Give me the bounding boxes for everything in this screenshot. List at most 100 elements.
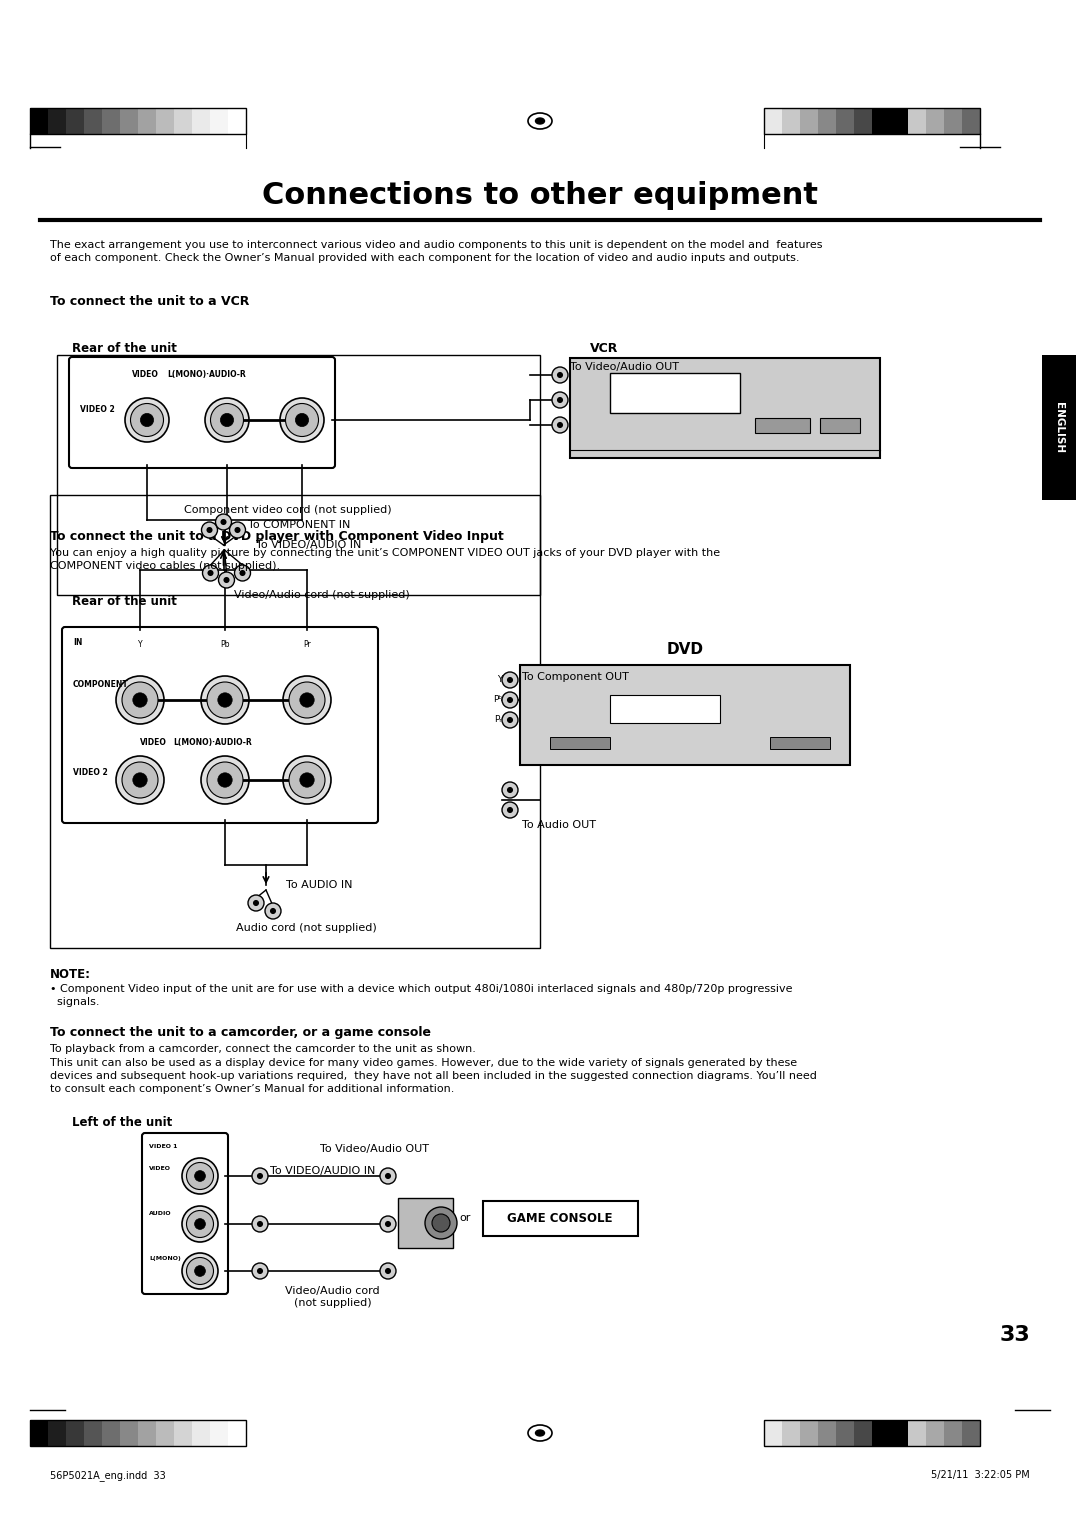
Circle shape (122, 762, 158, 798)
Bar (399, 1198, 453, 1248)
Text: NOTE:: NOTE: (50, 969, 91, 981)
Bar (66, 1420, 84, 1445)
Bar (570, 358, 880, 458)
Circle shape (218, 773, 232, 787)
Bar (764, 1420, 782, 1445)
Bar (48, 108, 66, 134)
Bar (818, 1420, 836, 1445)
Bar (908, 1420, 926, 1445)
Text: To Video/Audio OUT: To Video/Audio OUT (320, 1144, 429, 1154)
Text: Pᵇ: Pᵇ (492, 695, 502, 704)
FancyBboxPatch shape (62, 626, 378, 824)
Bar (138, 1420, 156, 1445)
Circle shape (220, 414, 233, 426)
Circle shape (133, 773, 147, 787)
Text: VCR: VCR (590, 342, 619, 354)
Ellipse shape (536, 1430, 544, 1436)
Circle shape (280, 397, 324, 442)
Circle shape (502, 672, 518, 688)
Circle shape (557, 397, 563, 403)
Bar (962, 1420, 980, 1445)
Bar (836, 108, 854, 134)
Bar (120, 108, 138, 134)
Circle shape (140, 414, 153, 426)
Text: or: or (459, 1213, 471, 1222)
Circle shape (283, 756, 330, 804)
Circle shape (125, 397, 168, 442)
Text: 5/21/11  3:22:05 PM: 5/21/11 3:22:05 PM (931, 1470, 1030, 1481)
Circle shape (300, 773, 314, 787)
FancyBboxPatch shape (141, 1132, 228, 1294)
Circle shape (552, 393, 568, 408)
Text: Video/Audio cord (not supplied): Video/Audio cord (not supplied) (234, 590, 410, 601)
Text: GAME CONSOLE: GAME CONSOLE (508, 1212, 612, 1224)
Circle shape (234, 565, 251, 581)
Bar (210, 1420, 228, 1445)
Circle shape (380, 1216, 396, 1232)
Text: To connect the unit to a DVD player with Component Video Input: To connect the unit to a DVD player with… (50, 530, 503, 542)
Circle shape (116, 675, 164, 724)
Text: To Video/Audio OUT: To Video/Audio OUT (570, 362, 679, 371)
Circle shape (507, 787, 513, 793)
Circle shape (300, 692, 314, 707)
Bar (30, 108, 48, 134)
Circle shape (218, 571, 234, 588)
Text: This unit can also be used as a display device for many video games. However, du: This unit can also be used as a display … (50, 1057, 816, 1094)
Circle shape (201, 675, 249, 724)
Circle shape (265, 903, 281, 918)
Text: VIDEO 1: VIDEO 1 (149, 1144, 177, 1149)
Bar (102, 108, 120, 134)
Text: VIDEO: VIDEO (149, 1166, 171, 1170)
Text: 56P5021A_eng.indd  33: 56P5021A_eng.indd 33 (50, 1470, 165, 1481)
Text: To connect the unit to a VCR: To connect the unit to a VCR (50, 295, 249, 309)
Circle shape (502, 802, 518, 817)
Bar (926, 108, 944, 134)
Circle shape (122, 681, 158, 718)
Bar (57, 354, 540, 594)
Bar (610, 695, 720, 723)
Text: The exact arrangement you use to interconnect various video and audio components: The exact arrangement you use to interco… (50, 240, 823, 263)
Circle shape (220, 520, 227, 526)
Bar (519, 665, 850, 766)
Circle shape (234, 527, 241, 533)
Text: VIDEO 2: VIDEO 2 (73, 769, 108, 778)
Bar (228, 108, 246, 134)
Circle shape (507, 677, 513, 683)
Bar (30, 1420, 48, 1445)
Bar (30, 1420, 246, 1445)
Bar (48, 1420, 66, 1445)
Circle shape (206, 527, 213, 533)
Circle shape (229, 523, 245, 538)
Circle shape (187, 1210, 214, 1238)
Bar (944, 1420, 962, 1445)
Text: Left of the unit: Left of the unit (72, 1115, 172, 1129)
Circle shape (257, 1174, 264, 1180)
Bar (872, 108, 890, 134)
Bar (210, 108, 228, 134)
Bar (890, 108, 908, 134)
Circle shape (252, 1264, 268, 1279)
Text: Pᵣ: Pᵣ (495, 715, 502, 724)
Text: L(MONO): L(MONO) (149, 1256, 180, 1261)
Text: To Audio OUT: To Audio OUT (522, 821, 596, 830)
Circle shape (289, 681, 325, 718)
Text: To connect the unit to a camcorder, or a game console: To connect the unit to a camcorder, or a… (50, 1025, 431, 1039)
Bar (908, 108, 926, 134)
Bar (30, 108, 246, 134)
Text: Pb: Pb (220, 640, 230, 649)
Text: Audio cord (not supplied): Audio cord (not supplied) (237, 923, 377, 934)
Ellipse shape (536, 118, 544, 124)
Bar (764, 108, 980, 134)
Circle shape (384, 1268, 391, 1274)
Bar (50, 495, 540, 947)
Bar (755, 419, 810, 432)
Circle shape (380, 1167, 396, 1184)
Circle shape (203, 565, 218, 581)
Circle shape (507, 807, 513, 813)
Text: Y: Y (137, 640, 143, 649)
Text: To VIDEO/AUDIO IN: To VIDEO/AUDIO IN (270, 1166, 376, 1177)
Text: To playback from a camcorder, connect the camcorder to the unit as shown.: To playback from a camcorder, connect th… (50, 1044, 476, 1054)
Bar (192, 108, 210, 134)
Circle shape (507, 697, 513, 703)
Circle shape (207, 762, 243, 798)
